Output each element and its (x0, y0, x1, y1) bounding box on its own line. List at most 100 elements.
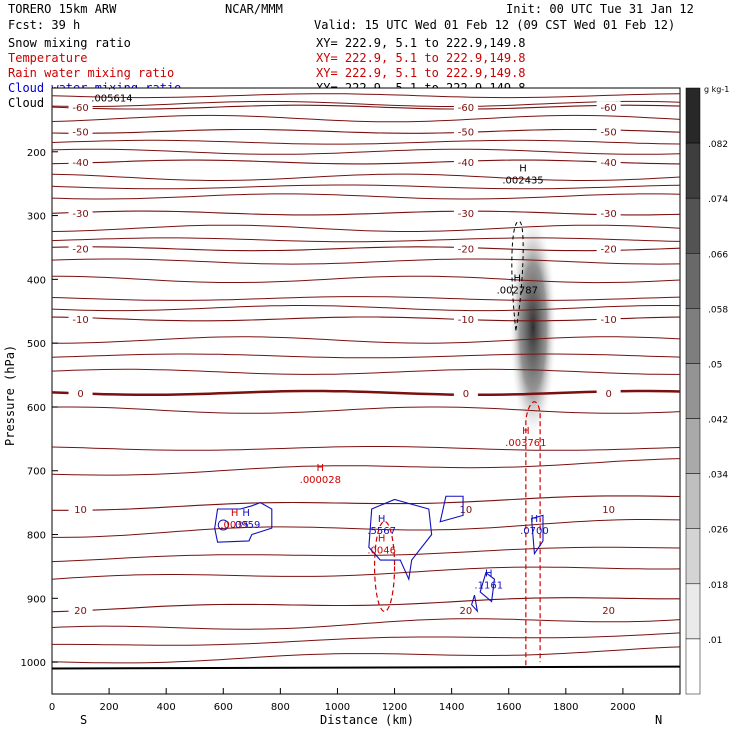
y-tick-label: 400 (27, 275, 46, 286)
isotherm-label: -50 (72, 127, 88, 138)
colorbar-tick-label: .026 (708, 526, 728, 536)
legend-xy-2: XY= 222.9, 5.1 to 222.9,149.8 (316, 66, 526, 80)
isotherm-line-unlabeled (52, 296, 680, 301)
y-axis-label: Pressure (hPa) (3, 345, 17, 446)
colorbar-segment (685, 473, 701, 529)
max-value-rain: .000028 (300, 475, 341, 486)
colorbar-tick-label: .018 (708, 581, 728, 591)
colorbar-tick-label: .066 (708, 250, 728, 260)
max-marker-snow: H (519, 163, 527, 174)
colorbar-tick-label: .042 (708, 416, 728, 426)
max-value-rain: .0046 (367, 545, 396, 556)
max-marker-rain: H (378, 533, 386, 544)
isotherm-label: -40 (72, 158, 88, 169)
colorbar-segment (685, 638, 701, 695)
x-tick-label: 800 (271, 702, 290, 713)
cloudwater-contour (479, 571, 496, 603)
surface-line (52, 665, 680, 670)
isotherm-label: -60 (72, 103, 88, 114)
isotherm-line (52, 597, 680, 613)
y-tick-label: 700 (27, 467, 46, 478)
y-tick-label: 800 (27, 531, 46, 542)
isotherm-line (52, 159, 680, 165)
isotherm-line-unlabeled (52, 184, 680, 190)
x-axis-right-end: N (655, 713, 662, 727)
isotherm-line-unlabeled (52, 646, 680, 664)
max-value-snow: .002435 (502, 175, 543, 186)
y-tick-label: 600 (27, 403, 46, 414)
isotherm-label: -10 (458, 315, 474, 326)
isotherm-line-unlabeled (52, 368, 680, 375)
colorbar-tick-label: .058 (708, 305, 728, 315)
isotherm-label: -40 (600, 158, 616, 169)
isotherm-line (52, 495, 680, 511)
snow-shading (508, 212, 557, 443)
colorbar-segment (685, 253, 701, 309)
isotherm-label: -10 (72, 315, 88, 326)
max-value-snow: .002787 (497, 286, 538, 297)
isotherm-label: -40 (458, 158, 474, 169)
y-tick-label: 200 (27, 148, 46, 159)
colorbar-segment (685, 308, 701, 364)
x-tick-label: 600 (214, 702, 233, 713)
isotherm-label: 0 (77, 389, 83, 400)
isotherm-label: -30 (72, 209, 88, 220)
legend-xy-1: XY= 222.9, 5.1 to 222.9,149.8 (316, 51, 526, 65)
x-tick-label: 1000 (325, 702, 350, 713)
isotherm-line (52, 316, 680, 322)
isotherm-line-unlabeled (52, 305, 680, 312)
isotherm-line-unlabeled (52, 258, 680, 265)
plot-content: -60 -60 -60 -50 -50 -50 -40 -40 -40 -30 -30 -30 -20 -… (52, 82, 680, 670)
isotherm-line-unlabeled (52, 446, 680, 451)
max-value-cloudwater: .1161 (474, 580, 503, 591)
isotherm-line-unlabeled (52, 139, 680, 145)
max-marker-cloudwater: H (531, 514, 539, 525)
cloudwater-core (217, 519, 229, 531)
colorbar-segment (685, 87, 701, 144)
isotherm-label: 20 (74, 606, 87, 617)
colorbar-segment (685, 528, 701, 585)
isotherm-line (52, 128, 680, 134)
org-title: NCAR/MMM (225, 2, 283, 16)
isotherm-label: -10 (600, 315, 616, 326)
isotherm-line-unlabeled (52, 336, 680, 344)
isotherm-label: 10 (74, 505, 87, 516)
legend-field-0: Snow mixing ratio (8, 36, 131, 50)
max-marker-rain: H (317, 463, 325, 474)
colorbar-tick-label: .034 (708, 471, 728, 481)
isotherm-line (52, 104, 680, 110)
max-marker-cloudwater: H (242, 508, 250, 519)
isotherm-line-unlabeled (52, 566, 680, 580)
cloudwater-contour (530, 514, 544, 556)
cloudwater-contour (439, 495, 464, 523)
legend-field-1: Temperature (8, 51, 87, 65)
rain-contour-small (373, 520, 396, 613)
isotherm-label: -30 (600, 209, 616, 220)
isotherm-line-unlabeled (52, 353, 680, 359)
isotherm-label: -60 (600, 103, 616, 114)
isotherm-line-unlabeled (52, 173, 680, 181)
colorbar-segment (685, 583, 701, 640)
colorbar-tick-label: .082 (708, 140, 728, 150)
colorbar-segment (685, 418, 701, 474)
isotherm-line-unlabeled (52, 632, 680, 646)
max-value-cloudwater: .0700 (520, 526, 549, 537)
isotherm-label: -60 (458, 103, 474, 114)
max-marker-rain: H (522, 426, 530, 437)
isotherm-label: -20 (458, 245, 474, 256)
isotherm-label: -20 (600, 245, 616, 256)
isotherm-label: 0 (463, 389, 469, 400)
x-tick-label: 1400 (439, 702, 464, 713)
x-tick-label: 2000 (610, 702, 635, 713)
colorbar-tick-label: .074 (708, 195, 728, 205)
max-marker-cloudice: H (108, 82, 116, 93)
max-value-cloudwater: .5567 (367, 526, 396, 537)
rain-contour-main (525, 401, 541, 666)
isotherm-line (52, 389, 680, 397)
y-tick-label: 1000 (21, 658, 46, 669)
isotherm-line-unlabeled (52, 148, 680, 155)
isotherm-line-unlabeled (52, 93, 680, 99)
isotherm-line-unlabeled (52, 224, 680, 232)
isotherm-line-unlabeled (52, 114, 680, 123)
x-tick-label: 200 (100, 702, 119, 713)
